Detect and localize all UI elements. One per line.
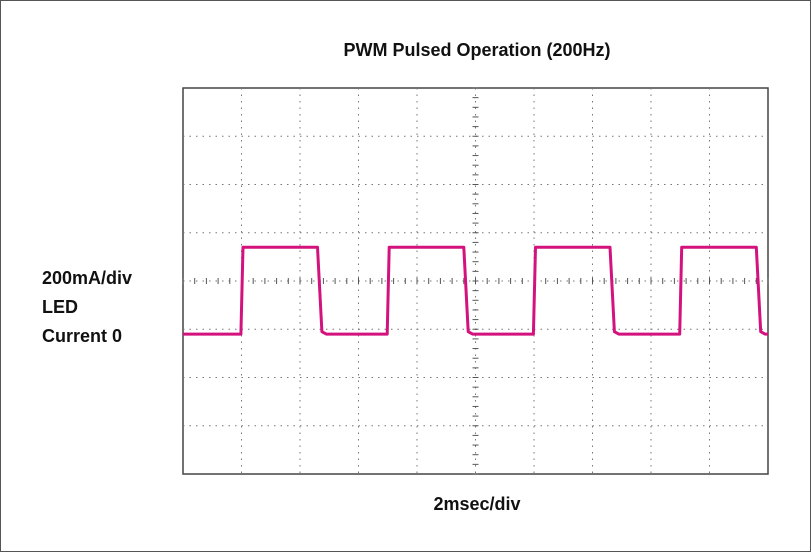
y-label: Current 0: [42, 326, 122, 346]
x-label: 2msec/div: [433, 494, 520, 514]
waveform: [183, 245, 768, 336]
chart-title: PWM Pulsed Operation (200Hz): [343, 40, 610, 60]
y-label: 200mA/div: [42, 268, 132, 288]
y-label: LED: [42, 297, 78, 317]
